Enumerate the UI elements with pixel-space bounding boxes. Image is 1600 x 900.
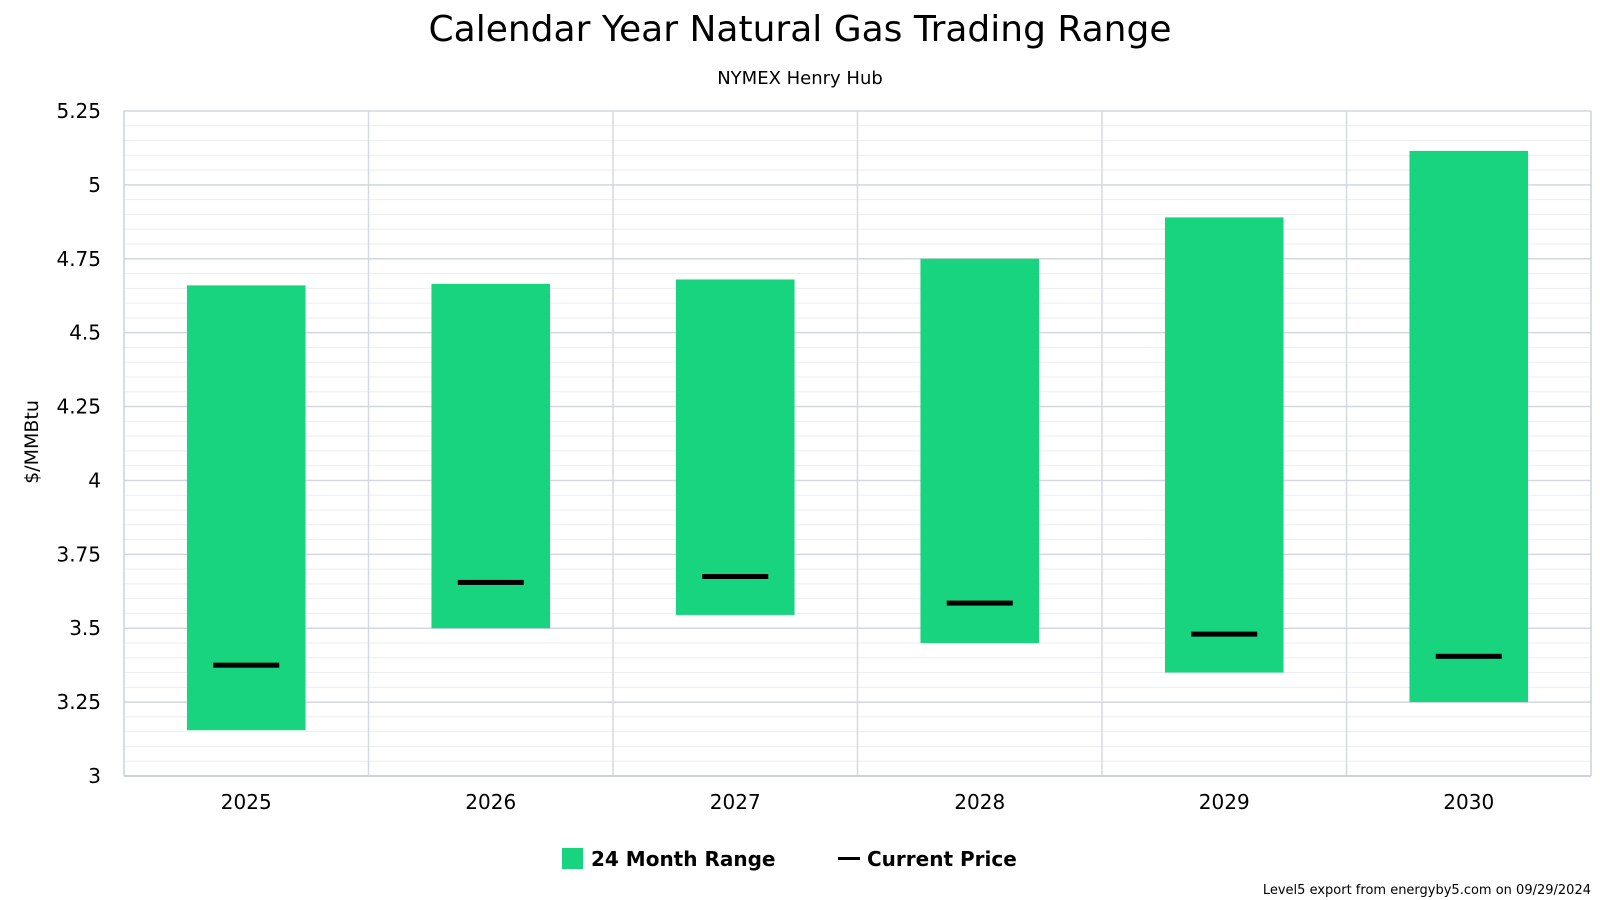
range-bar [186, 285, 306, 731]
current-price-marker [1435, 653, 1502, 659]
y-tick-label: 5.25 [56, 99, 101, 123]
legend-range-label: 24 Month Range [591, 847, 775, 871]
chart-title: Calendar Year Natural Gas Trading Range [429, 9, 1172, 50]
plot-area: 3 3.25 3.5 3.75 4 4.25 4.5 4.75 5 5.25 2025 2026 202… [56, 99, 1592, 814]
legend[interactable]: 24 Month Range Current Price [562, 847, 1017, 871]
y-tick-label: 3.5 [69, 616, 101, 640]
y-tick-label: 4 [88, 468, 101, 492]
x-tick-label: 2027 [710, 790, 761, 814]
current-price-marker [213, 662, 280, 668]
current-price-marker [702, 574, 769, 579]
x-tick-label: 2026 [465, 790, 516, 814]
y-tick-label: 4.75 [56, 247, 101, 271]
x-tick-label: 2025 [221, 790, 272, 814]
legend-range-swatch [562, 848, 583, 869]
y-axis-label: $/MMBtu [21, 400, 43, 484]
range-bar [1164, 217, 1284, 673]
y-tick-label: 3 [88, 764, 101, 788]
current-price-marker [1191, 631, 1258, 637]
y-tick-label: 4.25 [56, 395, 101, 419]
x-tick-label: 2030 [1443, 790, 1494, 814]
current-price-marker [946, 600, 1013, 606]
x-tick-label: 2028 [954, 790, 1005, 814]
export-credit: Level5 export from energyby5.com on 09/2… [1263, 883, 1591, 898]
legend-current-price-swatch [838, 857, 860, 860]
chart-subtitle: NYMEX Henry Hub [717, 68, 883, 89]
y-tick-label: 3.75 [56, 542, 101, 566]
y-tick-label: 4.5 [69, 321, 101, 345]
x-tick-label: 2029 [1199, 790, 1250, 814]
current-price-marker [457, 579, 524, 585]
range-bar [920, 258, 1040, 643]
range-bar [431, 283, 551, 629]
range-bar [1409, 150, 1529, 703]
y-tick-label: 3.25 [56, 690, 101, 714]
legend-current-price-label: Current Price [867, 847, 1017, 871]
range-bar [675, 279, 795, 615]
y-tick-label: 5 [88, 173, 101, 197]
